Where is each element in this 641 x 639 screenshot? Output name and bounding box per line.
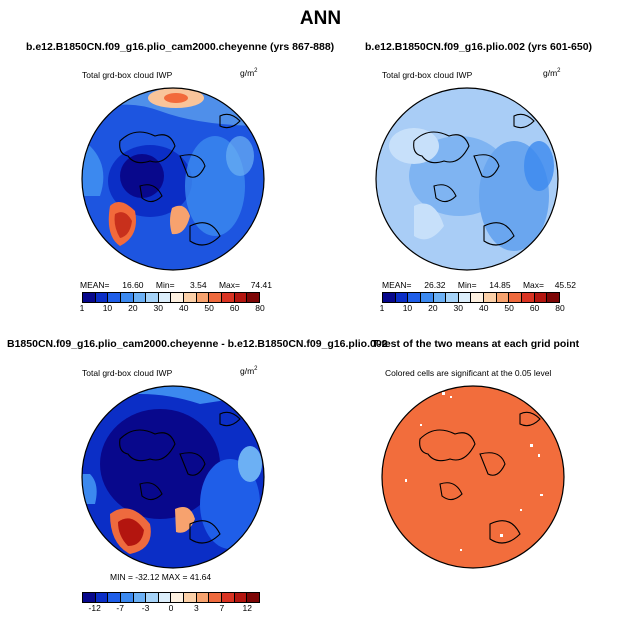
colorbar-tick-label: 1 <box>79 303 85 313</box>
colorbar-tick-label: 60 <box>529 303 540 313</box>
colorbar-swatch <box>420 293 434 302</box>
colorbar-swatch <box>222 593 235 602</box>
colorbar-tick-label: 40 <box>178 303 189 313</box>
panel-4-title: T-test of the two means at each grid poi… <box>372 338 580 350</box>
colorbar-swatch <box>433 293 447 302</box>
figure-title: ANN <box>299 8 342 29</box>
panel-3-colorbar: -12 -7 -3 0 3 7 12 <box>82 592 260 614</box>
panel-2-polar-map <box>375 87 559 271</box>
panel-2-units: g/m2 <box>543 68 561 78</box>
panel-1-variable: Total grd-box cloud IWP <box>82 70 173 80</box>
colorbar-swatch <box>196 593 210 602</box>
colorbar-tick-label: 40 <box>478 303 489 313</box>
colorbar-swatch <box>496 293 510 302</box>
colorbar-tick-label: 20 <box>428 303 438 313</box>
colorbar-tick-label: -7 <box>116 603 124 613</box>
colorbar-swatch <box>471 293 485 302</box>
colorbar-swatch <box>120 593 134 602</box>
panel-3-polar-map <box>81 385 265 569</box>
colorbar-swatch <box>158 593 172 602</box>
colorbar-swatch <box>171 293 185 302</box>
colorbar-tick-label: 80 <box>555 303 565 313</box>
panel-1-title: b.e12.B1850CN.f09_g16.plio_cam2000.cheye… <box>26 41 335 53</box>
panel-1-colorbar: 1 10 20 30 40 50 60 80 <box>79 292 265 314</box>
colorbar-swatch <box>108 593 121 602</box>
colorbar-swatch <box>484 293 497 302</box>
colorbar-swatch <box>408 293 421 302</box>
panel-4-note: Colored cells are significant at the 0.0… <box>385 368 552 378</box>
colorbar-swatch <box>522 293 535 302</box>
colorbar-swatch <box>395 293 409 302</box>
colorbar-tick-label: 7 <box>219 603 225 613</box>
panel-2-stats: MEAN= 26.32 Min= 14.85 Max= 45.52 <box>382 280 576 290</box>
colorbar-swatch <box>509 293 523 302</box>
panel-3-title: B1850CN.f09_g16.plio_cam2000.cheyenne - … <box>7 338 388 350</box>
colorbar-tick-label: 1 <box>379 303 385 313</box>
panel-2-title: b.e12.B1850CN.f09_g16.plio.002 (yrs 601-… <box>365 41 593 53</box>
panel-1-units: g/m2 <box>240 68 258 78</box>
colorbar-swatch <box>120 293 134 302</box>
colorbar-swatch <box>83 593 96 602</box>
colorbar-tick-label: -3 <box>141 603 150 613</box>
colorbar-tick-label: 0 <box>168 603 174 613</box>
panel-3-variable: Total grd-box cloud IWP <box>82 368 173 378</box>
colorbar-tick-label: 80 <box>255 303 265 313</box>
colorbar-swatch <box>234 593 248 602</box>
colorbar-swatch <box>247 593 259 602</box>
colorbar-swatch <box>108 293 121 302</box>
colorbar-swatch <box>534 293 548 302</box>
colorbar-swatch <box>158 293 172 302</box>
colorbar-swatch <box>234 293 248 302</box>
colorbar-tick-label: 20 <box>128 303 138 313</box>
colorbar-swatch <box>184 293 197 302</box>
colorbar-swatch <box>209 293 223 302</box>
colorbar-tick-label: 10 <box>402 303 413 313</box>
colorbar-swatch <box>184 593 197 602</box>
colorbar-swatch <box>95 293 109 302</box>
colorbar-swatch <box>95 593 109 602</box>
panel-1-stats: MEAN= 16.60 Min= 3.54 Max= 74.41 <box>80 280 272 290</box>
colorbar-swatch <box>146 593 159 602</box>
colorbar-swatch <box>383 293 396 302</box>
colorbar-swatch <box>446 293 459 302</box>
colorbar-swatch <box>133 593 147 602</box>
panel-3-stats: MIN = -32.12 MAX = 41.64 <box>110 572 212 582</box>
colorbar-swatch <box>247 293 259 302</box>
colorbar-tick-label: 10 <box>102 303 113 313</box>
panel-1-polar-map <box>81 87 265 271</box>
colorbar-tick-label: 50 <box>204 303 214 313</box>
colorbar-swatch <box>171 593 185 602</box>
colorbar-swatch <box>458 293 472 302</box>
panel-3-units: g/m2 <box>240 366 258 376</box>
panel-2-variable: Total grd-box cloud IWP <box>382 70 473 80</box>
colorbar-swatch <box>196 293 210 302</box>
colorbar-swatch <box>83 293 96 302</box>
colorbar-swatch <box>146 293 159 302</box>
colorbar-swatch <box>133 293 147 302</box>
colorbar-tick-label: 12 <box>242 603 253 613</box>
panel-2-colorbar: 1 10 20 30 40 50 60 80 <box>379 292 565 314</box>
colorbar-tick-label: 60 <box>229 303 240 313</box>
colorbar-tick-label: 30 <box>153 303 164 313</box>
colorbar-swatch <box>547 293 559 302</box>
colorbar-tick-label: 3 <box>194 603 199 613</box>
panel-4-significance-map <box>381 385 565 569</box>
colorbar-swatch <box>209 593 223 602</box>
colorbar-tick-label: 30 <box>453 303 464 313</box>
colorbar-swatch <box>222 293 235 302</box>
colorbar-tick-label: -12 <box>88 603 101 613</box>
colorbar-tick-label: 50 <box>504 303 514 313</box>
